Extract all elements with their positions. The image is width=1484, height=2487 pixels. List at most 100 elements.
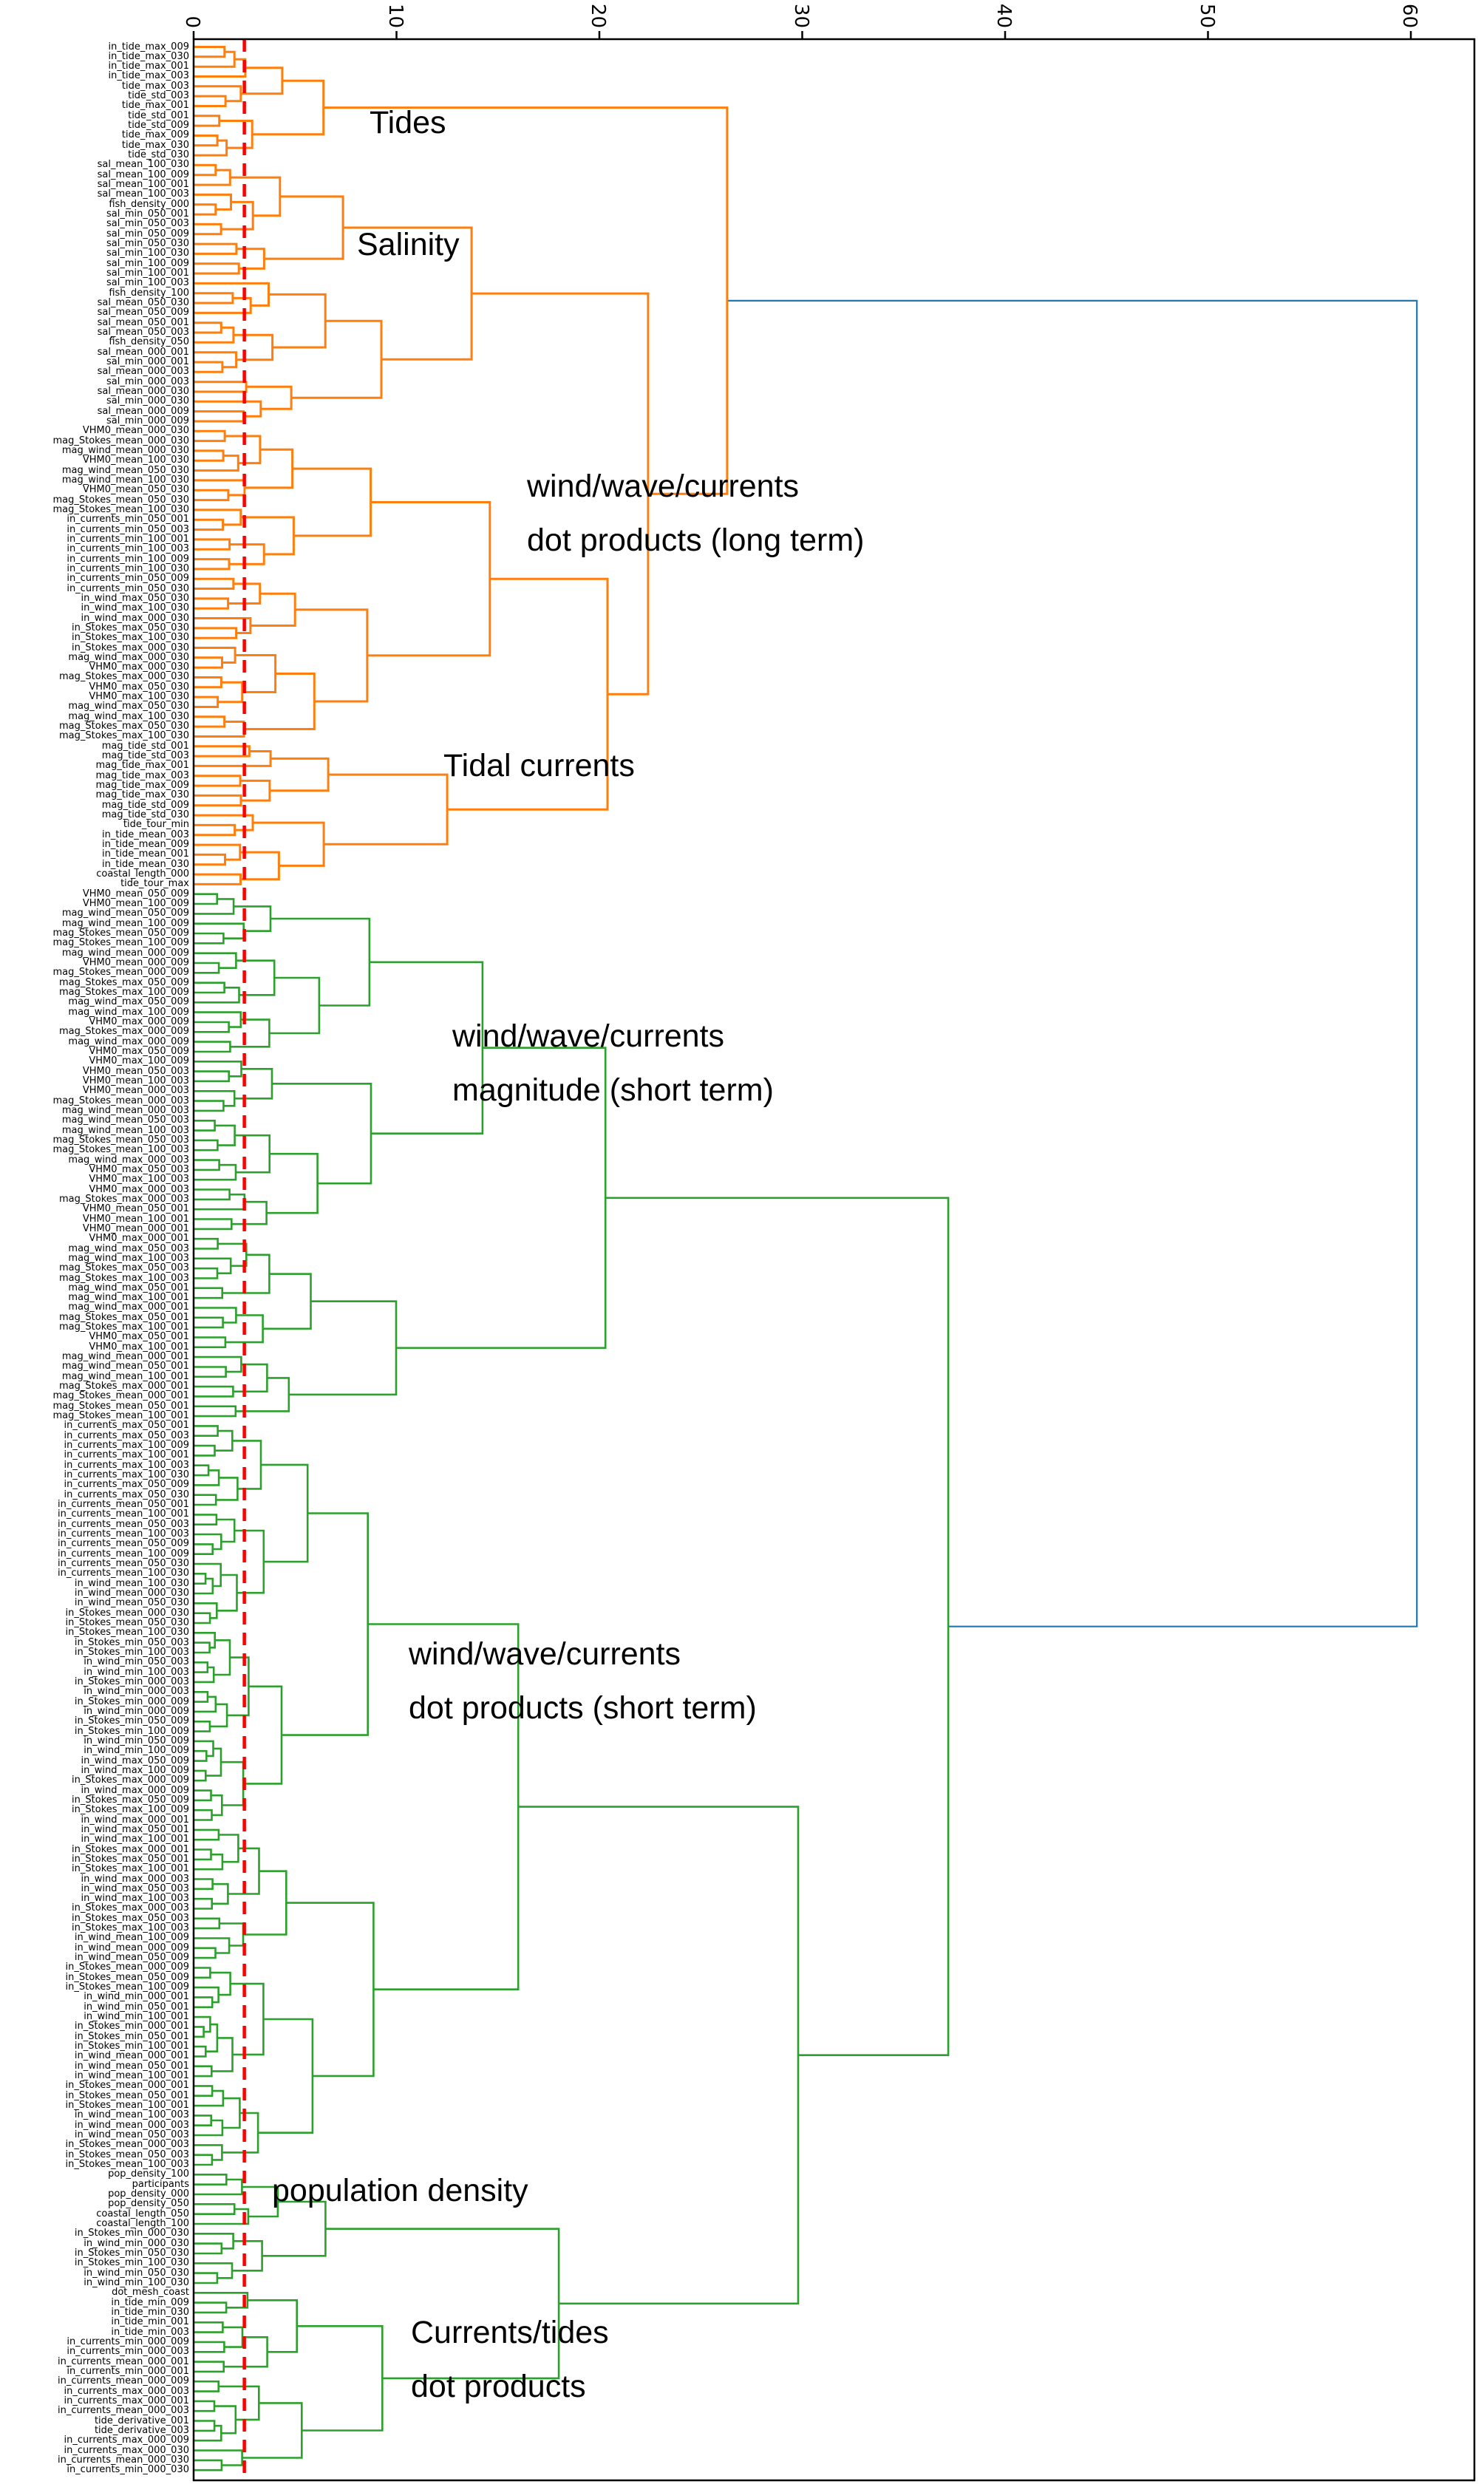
leaf-label: in_currents_max_000_003 xyxy=(64,2385,189,2397)
leaf-label: VHM0_mean_000_001 xyxy=(82,1222,189,1234)
leaf-label: VHM0_mean_100_001 xyxy=(82,1213,189,1225)
leaf-label: in_Stokes_max_050_001 xyxy=(72,1853,189,1865)
leaf-label: in_Stokes_min_100_009 xyxy=(74,1725,189,1737)
leaf-label: sal_mean_100_003 xyxy=(97,188,189,200)
leaf-label: pop_density_100 xyxy=(108,2168,189,2180)
leaf-label: VHM0_mean_000_030 xyxy=(82,425,189,437)
leaf-label: in_wind_min_000_001 xyxy=(84,1991,189,2003)
leaf-label: tide_max_003 xyxy=(121,80,189,92)
cluster-annotation-line: dot products (short term) xyxy=(409,1690,757,1726)
leaf-label: in_currents_mean_050_030 xyxy=(57,1558,189,1569)
leaf-label: mag_wind_max_100_003 xyxy=(68,1252,189,1264)
leaf-label: in_currents_mean_100_001 xyxy=(57,1508,189,1520)
leaf-label: sal_min_000_003 xyxy=(106,375,189,387)
leaf-label: VHM0_max_000_001 xyxy=(89,1233,189,1245)
cluster-links xyxy=(194,46,729,885)
leaf-label: mag_Stokes_mean_000_001 xyxy=(52,1390,189,1402)
cluster-annotation: Currents/tides dot products xyxy=(411,2306,609,2414)
cluster-annotation: Salinity xyxy=(357,218,460,272)
leaf-label: VHM0_max_100_009 xyxy=(89,1055,189,1067)
leaf-label: in_wind_min_000_009 xyxy=(84,1705,189,1717)
leaf-label: in_wind_max_100_001 xyxy=(81,1834,189,1845)
leaf-label: in_Stokes_max_000_001 xyxy=(72,1843,189,1855)
leaf-label: in_currents_mean_000_003 xyxy=(57,2405,189,2417)
leaf-label: mag_wind_max_100_001 xyxy=(68,1292,189,1304)
leaf-label: VHM0_max_100_003 xyxy=(89,1174,189,1185)
leaf-label: mag_Stokes_mean_100_003 xyxy=(52,1144,189,1156)
leaf-label: coastal_length_000 xyxy=(96,868,189,880)
leaf-label: sal_min_050_030 xyxy=(106,238,189,250)
leaf-label: mag_Stokes_mean_050_001 xyxy=(52,1400,189,1412)
leaf-label: in_Stokes_min_000_009 xyxy=(74,1695,189,1707)
leaf-label: in_Stokes_min_050_003 xyxy=(74,1636,189,1648)
leaf-label: in_tide_min_030 xyxy=(111,2306,189,2318)
leaf-label: mag_Stokes_max_000_009 xyxy=(59,1026,189,1038)
leaf-label: in_Stokes_max_100_001 xyxy=(72,1863,189,1875)
leaf-label: mag_wind_mean_100_030 xyxy=(61,474,189,486)
leaf-label: in_currents_min_050_001 xyxy=(67,514,189,525)
leaf-label: in_wind_max_100_003 xyxy=(81,1893,189,1905)
leaf-label: in_currents_mean_050_003 xyxy=(57,1518,189,1530)
leaf-label: in_wind_mean_050_003 xyxy=(74,2129,189,2141)
leaf-label: VHM0_max_100_030 xyxy=(89,691,189,703)
leaf-label: in_wind_min_050_001 xyxy=(84,2001,189,2013)
leaf-label: VHM0_mean_000_003 xyxy=(82,1085,189,1097)
leaf-label: coastal_length_050 xyxy=(96,2208,189,2219)
leaf-label: VHM0_max_000_009 xyxy=(89,1015,189,1027)
leaf-label: in_wind_min_100_003 xyxy=(84,1666,189,1678)
cluster-annotation: wind/wave/currents dot products (short te… xyxy=(409,1627,757,1735)
leaf-label: in_Stokes_max_050_009 xyxy=(72,1794,189,1806)
cluster-annotation-line: wind/wave/currents xyxy=(409,1636,681,1672)
leaf-label: fish_density_100 xyxy=(109,287,189,299)
leaf-label: in_Stokes_max_000_003 xyxy=(72,1902,189,1914)
leaf-label: in_tide_mean_001 xyxy=(102,848,189,860)
leaf-label: mag_wind_max_100_009 xyxy=(68,1006,189,1018)
leaf-label: in_Stokes_mean_000_003 xyxy=(65,2139,189,2151)
cluster-annotation-line: magnitude (short term) xyxy=(452,1072,774,1108)
leaf-label: in_currents_max_100_009 xyxy=(64,1440,189,1452)
cluster-annotation-line: wind/wave/currents xyxy=(452,1018,725,1054)
leaf-label: mag_Stokes_mean_050_030 xyxy=(52,494,189,506)
leaf-label: in_tide_max_030 xyxy=(108,50,189,62)
leaf-label: in_wind_mean_050_009 xyxy=(74,1952,189,1964)
leaf-label: sal_mean_000_003 xyxy=(97,366,189,378)
leaf-label: in_currents_min_000_009 xyxy=(67,2335,189,2347)
leaf-label: coastal_length_100 xyxy=(96,2217,189,2229)
leaf-label: mag_Stokes_max_000_030 xyxy=(59,671,189,683)
cluster-annotation: population density xyxy=(272,2164,528,2218)
leaf-label: in_Stokes_max_100_030 xyxy=(72,632,189,644)
leaf-label: in_currents_max_050_001 xyxy=(64,1420,189,1432)
leaf-label: mag_wind_mean_000_030 xyxy=(61,444,189,456)
leaf-label: in_wind_mean_100_003 xyxy=(74,2109,189,2121)
leaf-label: VHM0_max_100_001 xyxy=(89,1341,189,1353)
cluster-annotation: wind/wave/currents magnitude (short term) xyxy=(452,1010,774,1117)
leaf-label: in_Stokes_min_050_001 xyxy=(74,2030,189,2042)
cluster-annotation-line: dot products (long term) xyxy=(527,523,865,558)
leaf-label: sal_min_100_003 xyxy=(106,277,189,289)
leaf-label: in_wind_mean_100_030 xyxy=(74,1577,189,1589)
leaf-label: in_wind_mean_000_003 xyxy=(74,2119,189,2131)
leaf-label: in_currents_max_000_030 xyxy=(64,2444,189,2456)
leaf-label: in_Stokes_max_100_003 xyxy=(72,1922,189,1934)
leaf-label: mag_wind_max_050_030 xyxy=(68,701,189,712)
leaf-label: sal_min_050_001 xyxy=(106,208,189,220)
axis-tick-label: 60 xyxy=(1398,3,1420,28)
leaf-label: mag_wind_mean_050_001 xyxy=(61,1361,189,1372)
leaf-label: in_Stokes_min_050_009 xyxy=(74,1715,189,1727)
leaf-label: in_Stokes_min_000_030 xyxy=(74,2228,189,2239)
leaf-label: mag_Stokes_max_100_001 xyxy=(59,1321,189,1333)
leaf-label: VHM0_mean_100_030 xyxy=(82,455,189,466)
leaf-label: sal_mean_000_001 xyxy=(97,346,189,358)
leaf-label: sal_min_100_030 xyxy=(106,248,189,259)
leaf-label: in_wind_min_050_009 xyxy=(84,1735,189,1746)
cluster-links xyxy=(194,893,950,2471)
leaf-label: in_wind_min_000_003 xyxy=(84,1686,189,1698)
leaf-label: mag_Stokes_max_000_003 xyxy=(59,1193,189,1205)
leaf-label: sal_mean_050_003 xyxy=(97,327,189,338)
axis-tick-label: 50 xyxy=(1195,3,1218,28)
leaf-label: mag_tide_std_003 xyxy=(101,750,189,762)
leaf-label: in_currents_mean_100_030 xyxy=(57,1568,189,1579)
leaf-label: in_wind_mean_000_030 xyxy=(74,1587,189,1599)
leaf-label: in_tide_max_001 xyxy=(108,61,189,72)
